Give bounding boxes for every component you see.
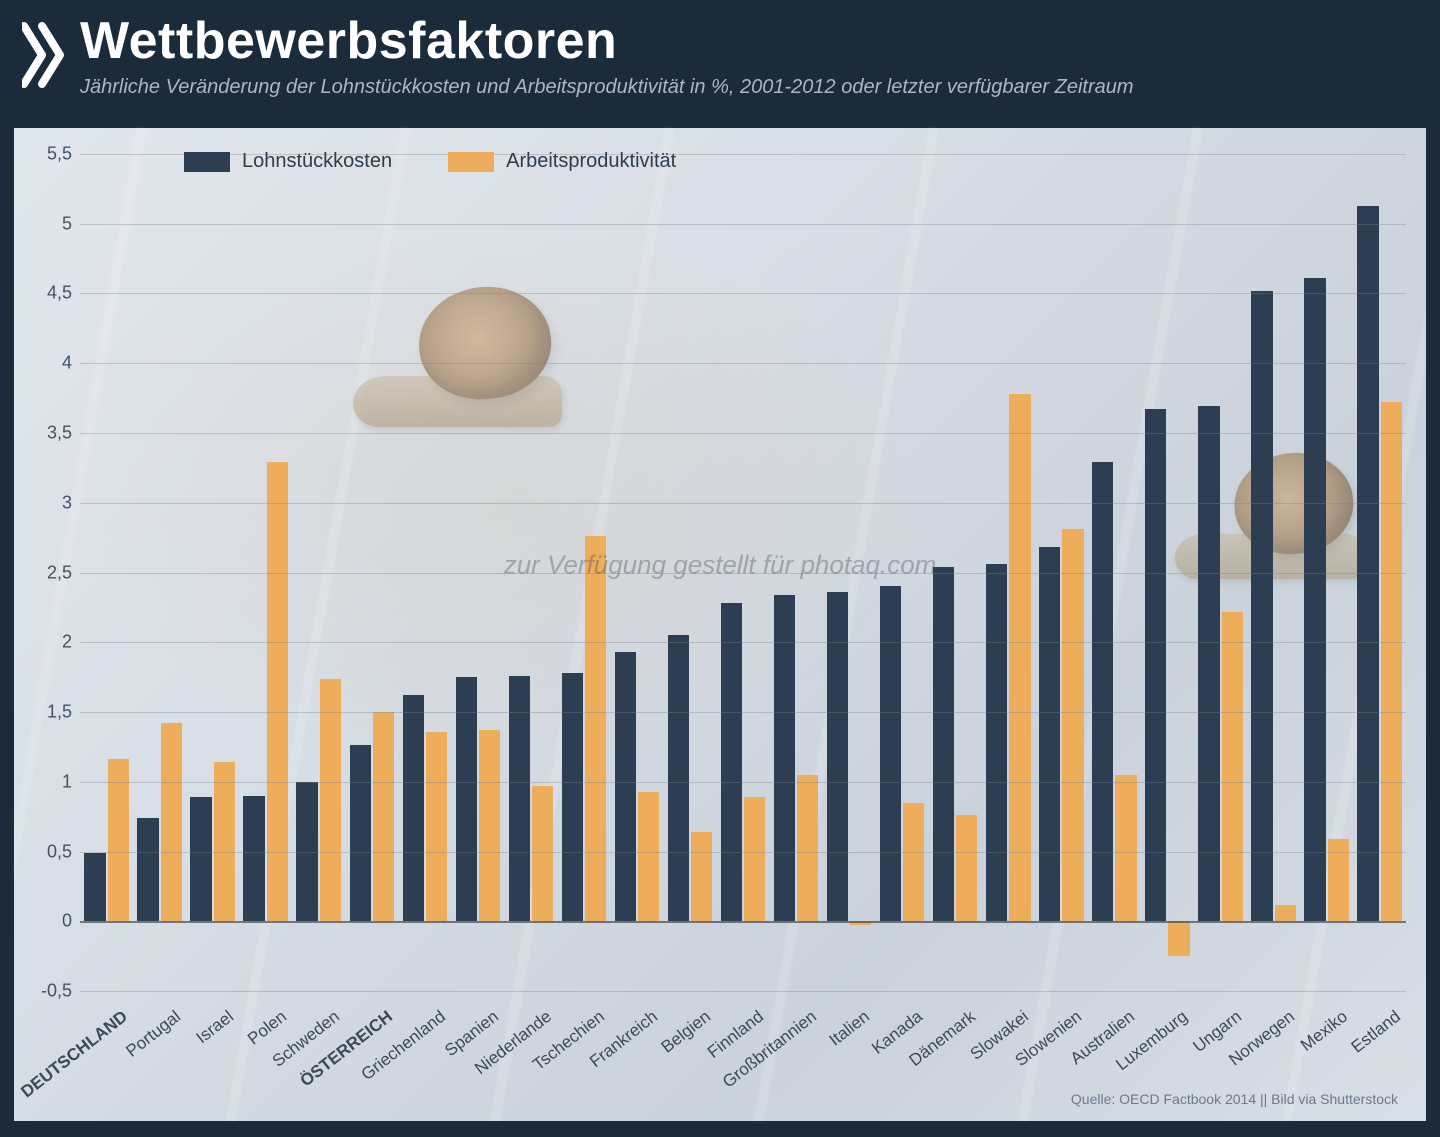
y-gridline — [80, 782, 1406, 783]
y-tick-label: 3,5 — [22, 422, 72, 443]
oecd-logo-icon — [22, 20, 66, 100]
bar-rect — [190, 797, 211, 921]
bar-rect — [956, 815, 977, 921]
bar-rect — [137, 818, 158, 921]
bar-rect — [668, 635, 689, 921]
bar-rect — [350, 745, 371, 921]
title-block: Wettbewerbsfaktoren Jährliche Veränderun… — [80, 14, 1418, 99]
legend-label: Lohnstückkosten — [242, 150, 392, 173]
bar-rect — [933, 567, 954, 921]
bar-rect — [585, 536, 606, 921]
y-gridline — [80, 433, 1406, 434]
y-tick-label: 2,5 — [22, 562, 72, 583]
bar-rect — [320, 679, 341, 922]
y-tick-label: 2 — [22, 632, 72, 653]
plot-region: DEUTSCHLANDPortugalIsraelPolenSchwedenÖS… — [80, 154, 1406, 991]
page-title: Wettbewerbsfaktoren — [80, 14, 1418, 69]
bar-rect — [774, 595, 795, 921]
legend-item: Arbeitsproduktivität — [448, 150, 676, 173]
bar-rect — [1251, 291, 1272, 922]
x-tick-label: Mexiko — [1288, 996, 1351, 1056]
legend-label: Arbeitsproduktivität — [506, 150, 676, 173]
bar-rect — [161, 723, 182, 921]
y-gridline — [80, 363, 1406, 364]
bar-rect — [691, 832, 712, 921]
y-tick-label: 4 — [22, 353, 72, 374]
x-tick-label: Portugal — [113, 996, 184, 1062]
bar-rect — [638, 792, 659, 922]
y-tick-label: 0,5 — [22, 841, 72, 862]
bar-rect — [1381, 402, 1402, 921]
bar-rect — [903, 803, 924, 922]
bar-rect — [1275, 905, 1296, 922]
y-gridline — [80, 991, 1406, 992]
bar-rect — [1222, 612, 1243, 922]
bar-rect — [797, 775, 818, 921]
bar-rect — [1115, 775, 1136, 921]
x-tick-label: Italien — [817, 996, 874, 1051]
bar-rect — [403, 695, 424, 921]
bar-rect — [84, 853, 105, 921]
legend-swatch — [184, 152, 230, 172]
bar-rect — [1039, 547, 1060, 921]
page-subtitle: Jährliche Veränderung der Lohnstückkoste… — [80, 75, 1418, 99]
bar-rect — [479, 730, 500, 921]
bar-rect — [426, 732, 447, 922]
source-text: Quelle: OECD Factbook 2014 || Bild via S… — [1071, 1091, 1398, 1107]
y-tick-label: 5 — [22, 213, 72, 234]
bar-rect — [1168, 921, 1189, 956]
bar-rect — [1062, 529, 1083, 921]
bar-rect — [880, 586, 901, 921]
y-gridline — [80, 224, 1406, 225]
y-baseline — [80, 921, 1406, 923]
legend-swatch — [448, 152, 494, 172]
chart-area: DEUTSCHLANDPortugalIsraelPolenSchwedenÖS… — [14, 128, 1426, 1121]
y-tick-label: 4,5 — [22, 283, 72, 304]
y-tick-label: 5,5 — [22, 144, 72, 165]
x-tick-label: DEUTSCHLAND — [8, 996, 131, 1102]
y-tick-label: 1 — [22, 771, 72, 792]
bar-rect — [373, 712, 394, 921]
y-gridline — [80, 503, 1406, 504]
chart: DEUTSCHLANDPortugalIsraelPolenSchwedenÖS… — [14, 128, 1426, 1121]
bar-rect — [986, 564, 1007, 921]
y-tick-label: 3 — [22, 492, 72, 513]
header: Wettbewerbsfaktoren Jährliche Veränderun… — [0, 0, 1440, 128]
bar-rect — [721, 603, 742, 921]
y-gridline — [80, 712, 1406, 713]
y-tick-label: 1,5 — [22, 701, 72, 722]
legend-item: Lohnstückkosten — [184, 150, 392, 173]
bar-rect — [1145, 409, 1166, 921]
y-gridline — [80, 573, 1406, 574]
bar-rect — [562, 673, 583, 921]
page-root: Wettbewerbsfaktoren Jährliche Veränderun… — [0, 0, 1440, 1137]
legend: Lohnstückkosten Arbeitsproduktivität — [184, 150, 676, 173]
bar-rect — [1304, 278, 1325, 921]
bar-rect — [456, 677, 477, 921]
bar-rect — [615, 652, 636, 921]
bar-rect — [1009, 394, 1030, 921]
bar-rect — [1357, 206, 1378, 922]
bar-rect — [214, 762, 235, 921]
y-tick-label: -0,5 — [22, 981, 72, 1002]
y-gridline — [80, 642, 1406, 643]
bar-rect — [744, 797, 765, 921]
y-gridline — [80, 293, 1406, 294]
bar-rect — [1198, 406, 1219, 921]
bar-rect — [532, 786, 553, 921]
x-tick-label: Estland — [1339, 996, 1405, 1058]
y-tick-label: 0 — [22, 911, 72, 932]
bar-rect — [243, 796, 264, 922]
y-gridline — [80, 852, 1406, 853]
bar-rect — [108, 759, 129, 921]
x-tick-label: Israel — [184, 996, 238, 1048]
